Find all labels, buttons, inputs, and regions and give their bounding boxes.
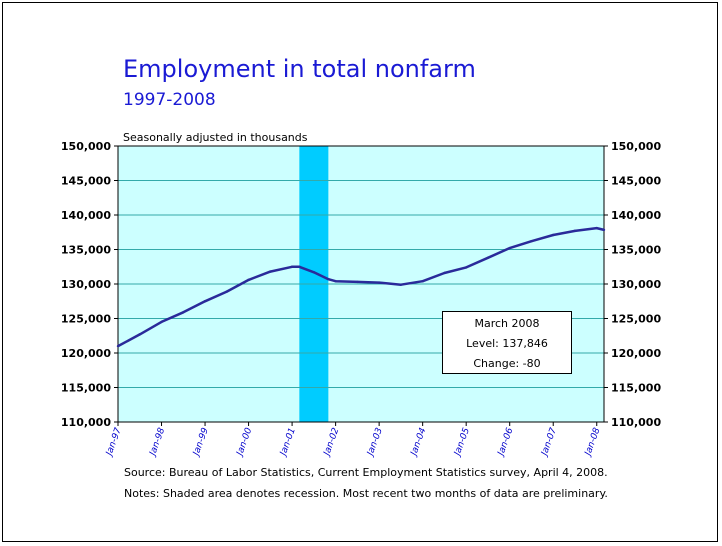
data-point	[334, 280, 337, 283]
y-tick-label-right: 115,000	[611, 382, 661, 395]
y-tick-label-left: 110,000	[61, 416, 111, 429]
chart-title: Employment in total nonfarm	[123, 55, 476, 83]
x-tick-label: Jan-98	[147, 426, 167, 458]
y-tick-label-right: 150,000	[611, 140, 661, 153]
y-tick-label-left: 150,000	[61, 140, 111, 153]
x-tick-label: Jan-99	[191, 426, 211, 458]
y-tick-label-right: 140,000	[611, 209, 661, 222]
x-tick-label: Jan-97	[104, 426, 124, 458]
data-point	[443, 271, 446, 275]
x-tick-label: Jan-03	[365, 426, 385, 458]
y-tick-label-right: 125,000	[611, 313, 661, 326]
callout-date: March 2008	[474, 317, 540, 330]
data-point	[247, 278, 250, 282]
data-point	[203, 300, 207, 303]
data-point	[138, 333, 141, 336]
x-tick-label: Jan-04	[409, 426, 429, 458]
x-tick-label: Jan-05	[452, 426, 472, 458]
y-tick-label-right: 110,000	[611, 416, 661, 429]
data-point	[508, 246, 511, 250]
y-tick-label-left: 115,000	[61, 382, 111, 395]
callout-change: Change: -80	[473, 357, 541, 370]
data-point	[464, 266, 468, 269]
x-tick-label: Jan-00	[235, 426, 255, 458]
data-point	[116, 344, 120, 348]
data-point	[290, 265, 294, 268]
data-point	[356, 280, 359, 284]
y-tick-label-right: 120,000	[611, 347, 661, 360]
y-tick-label-right: 135,000	[611, 244, 661, 257]
y-tick-label-left: 140,000	[61, 209, 111, 222]
y-tick-label-left: 145,000	[61, 175, 111, 188]
data-point	[298, 265, 301, 268]
y-tick-label-left: 130,000	[61, 278, 111, 291]
source-note: Source: Bureau of Labor Statistics, Curr…	[124, 466, 608, 479]
data-point	[269, 270, 272, 273]
x-tick-label: Jan-06	[496, 426, 516, 458]
x-tick-label: Jan-01	[278, 427, 298, 459]
y-tick-label-left: 125,000	[61, 313, 111, 326]
data-point	[552, 233, 555, 237]
data-point	[225, 290, 229, 293]
data-point	[377, 281, 381, 284]
footnote: Notes: Shaded area denotes recession. Mo…	[124, 487, 608, 500]
data-point	[160, 320, 163, 324]
employment-series-line	[117, 226, 605, 348]
y-tick-label-left: 120,000	[61, 347, 111, 360]
data-point	[573, 229, 577, 233]
chart-subtitle: 1997-2008	[123, 90, 216, 110]
latest-value-callout: March 2008 Level: 137,846 Change: -80	[442, 311, 572, 374]
data-point	[327, 277, 330, 281]
data-point	[602, 228, 606, 232]
y-tick-label-right: 145,000	[611, 175, 661, 188]
y-tick-label-right: 130,000	[611, 278, 661, 291]
data-point	[399, 283, 403, 286]
x-tick-label: Jan-07	[539, 426, 559, 458]
data-point	[595, 226, 598, 230]
data-point	[486, 256, 490, 259]
plot-frame	[117, 145, 605, 423]
x-tick-label: Jan-02	[322, 426, 342, 458]
data-point	[312, 271, 316, 274]
data-point	[182, 311, 185, 314]
callout-level: Level: 137,846	[466, 337, 548, 350]
data-point	[530, 240, 533, 243]
y-tick-label-left: 135,000	[61, 244, 111, 257]
unit-note: Seasonally adjusted in thousands	[123, 131, 308, 144]
data-point	[421, 280, 424, 283]
x-tick-label: Jan-08	[583, 426, 603, 458]
